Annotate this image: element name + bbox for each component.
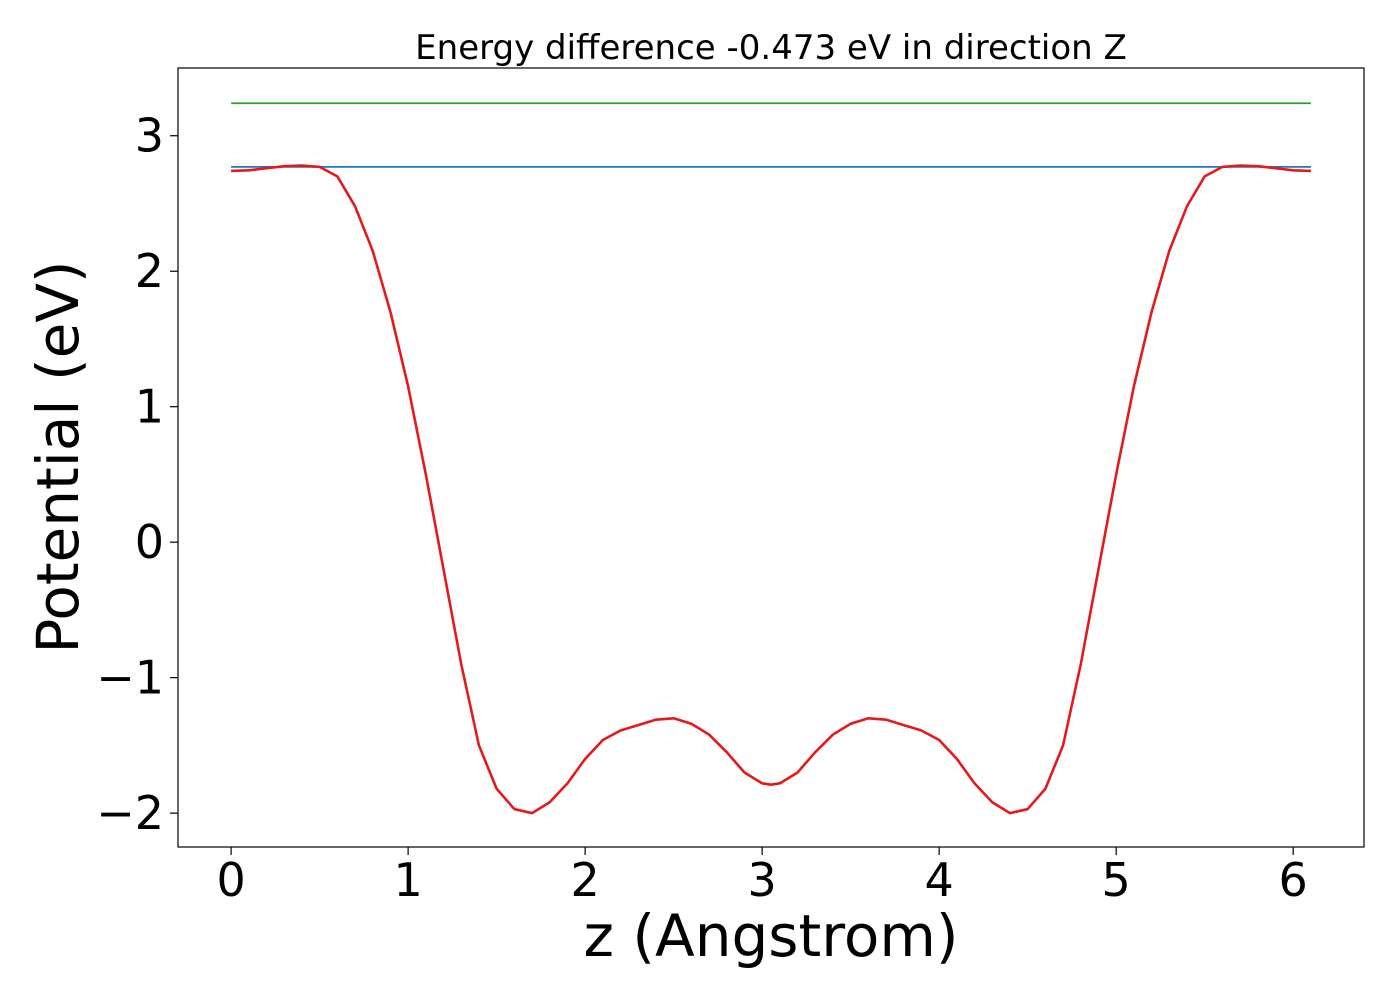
series-layer — [231, 102, 1311, 815]
series-line-2 — [231, 164, 1311, 815]
y-tick-label: 3 — [135, 109, 164, 163]
y-axis-label: Potential (eV) — [24, 260, 92, 653]
y-axis: −2 −1 0 1 2 3 — [96, 109, 178, 840]
y-tick-label: 0 — [135, 515, 164, 569]
x-tick-label: 0 — [216, 853, 245, 907]
chart-title: Energy difference -0.473 eV in direction… — [415, 28, 1127, 68]
x-axis-label: z (Angstrom) — [584, 902, 959, 970]
y-tick-label: −2 — [96, 786, 164, 840]
y-tick-label: 2 — [135, 244, 164, 298]
x-tick-label: 1 — [393, 853, 422, 907]
x-tick-label: 3 — [748, 853, 777, 907]
x-tick-label: 5 — [1102, 853, 1131, 907]
x-tick-label: 6 — [1279, 853, 1308, 907]
y-tick-label: −1 — [96, 651, 164, 705]
x-tick-label: 4 — [925, 853, 954, 907]
x-tick-label: 2 — [570, 853, 599, 907]
y-tick-label: 1 — [135, 380, 164, 434]
plot-area — [177, 67, 1365, 848]
x-axis: 0 1 2 3 4 5 6 — [216, 847, 1308, 907]
